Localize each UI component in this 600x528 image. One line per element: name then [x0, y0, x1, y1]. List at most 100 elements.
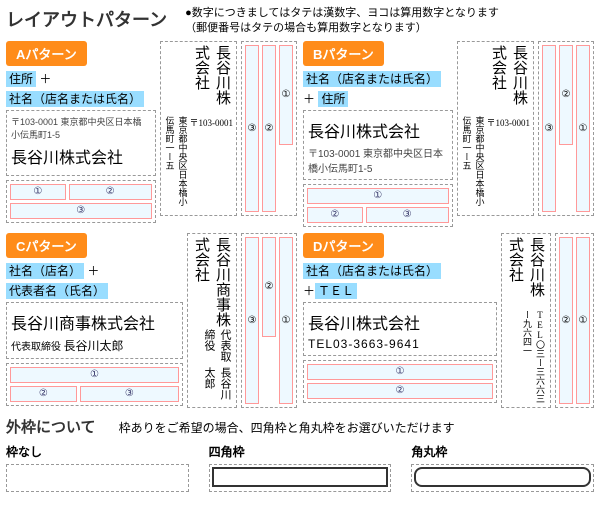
- stamp-rep: 代表取締役 長谷川太郎: [11, 337, 178, 354]
- pattern-a-label-2: 社名（店名または氏名）: [6, 90, 156, 107]
- frame-rounded-label: 角丸枠: [411, 443, 594, 460]
- frame-none: 枠なし: [6, 443, 189, 492]
- frame-section: 外枠について 枠ありをご希望の場合、四角枠と角丸枠をお選びいただけます 枠なし …: [6, 416, 594, 492]
- zone-1: ①: [576, 237, 590, 404]
- stamp-v-addr: 東京都中央区日本橋小伝馬町一ー五: [462, 116, 485, 206]
- zone-2: ②: [307, 383, 493, 399]
- pattern-b-tag: Bパターン: [303, 41, 384, 66]
- zones-vertical: ③ ② ①: [241, 233, 297, 408]
- frame-rounded: 角丸枠: [411, 443, 594, 492]
- zone-2: ②: [10, 386, 77, 402]
- zone-3: ③: [542, 45, 556, 212]
- note-line-1: ●数字につきましてはタテは漢数字、ヨコは算用数字となります: [185, 6, 499, 21]
- stamp-v-rep-title: 代表取締役: [191, 329, 233, 366]
- zones-vertical: ③ ② ①: [538, 41, 594, 216]
- zones-vertical: ② ①: [555, 233, 594, 408]
- stamp-company: 長谷川株式会社: [308, 310, 492, 334]
- label-highlight: 社名（店名）: [6, 263, 84, 279]
- label-highlight: 代表者名（氏名）: [6, 283, 108, 299]
- stamp-horizontal: 長谷川株式会社 TEL03-3663-9641: [303, 302, 497, 356]
- stamp-vertical: 長谷川株式会社 〒103-0001 東京都中央区日本橋小伝馬町一ー五: [457, 41, 535, 216]
- zone-3: ③: [245, 45, 259, 212]
- zone-1: ①: [279, 237, 293, 404]
- note-line-2: （郵便番号はタテの場合も算用数字となります）: [185, 21, 499, 36]
- stamp-horizontal: 長谷川商事株式会社 代表取締役 長谷川太郎: [6, 302, 183, 359]
- zone-2: ②: [307, 207, 363, 223]
- frame-square-label: 四角枠: [209, 443, 392, 460]
- pattern-b-label-1: 社名（店名または氏名）: [303, 70, 453, 87]
- stamp-tel: TEL03-3663-9641: [308, 337, 492, 351]
- label-highlight: 住所: [6, 71, 36, 87]
- stamp-v-company: 長谷川株式会社: [164, 45, 234, 115]
- stamp-v-rep-name: 長谷川太郎: [191, 367, 233, 404]
- zones-horizontal: ① ② ③: [6, 363, 183, 406]
- stamp-v-company: 長谷川商事株式会社: [191, 237, 233, 328]
- zone-2: ②: [69, 184, 152, 200]
- pattern-c-label-1: 社名（店名） ＋: [6, 262, 183, 279]
- frame-square: 四角枠: [209, 443, 392, 492]
- pattern-c-label-2: 代表者名（氏名）: [6, 282, 183, 299]
- pattern-c-tag: Cパターン: [6, 233, 87, 258]
- label-highlight: 社名（店名または氏名）: [303, 71, 441, 87]
- label-highlight: 住所: [318, 91, 348, 107]
- rep-name: 長谷川太郎: [64, 339, 124, 353]
- header-note: ●数字につきましてはタテは漢数字、ヨコは算用数字となります （郵便番号はタテの場…: [185, 6, 499, 37]
- zone-3: ③: [80, 386, 179, 402]
- zone-3: ③: [245, 237, 259, 404]
- pattern-c: Cパターン 社名（店名） ＋ 代表者名（氏名） 長谷川商事株式会社 代表取締役 …: [6, 233, 297, 408]
- rep-title: 代表取締役: [11, 342, 64, 353]
- zone-2: ②: [559, 237, 573, 404]
- pattern-d: Dパターン 社名（店名または氏名） ＋ＴＥＬ 長谷川株式会社 TEL03-366…: [303, 233, 594, 408]
- frame-rounded-inner: [414, 467, 591, 487]
- pattern-d-label-2: ＋ＴＥＬ: [303, 282, 497, 299]
- stamp-vertical: 長谷川株式会社 〒103-0001 東京都中央区日本橋小伝馬町一ー五: [160, 41, 238, 216]
- frame-note: 枠ありをご希望の場合、四角枠と角丸枠をお選びいただけます: [119, 421, 455, 435]
- pattern-b-label-2: ＋ 住所: [303, 90, 453, 107]
- stamp-vertical: 長谷川株式会社 TEL〇三ー三六六三ー九六四一: [501, 233, 551, 408]
- stamp-v-company: 長谷川株式会社: [461, 45, 531, 115]
- pattern-a-tag: Aパターン: [6, 41, 87, 66]
- stamp-company: 長谷川株式会社: [308, 118, 448, 142]
- frame-title: 外枠について: [6, 419, 96, 436]
- zone-3: ③: [10, 203, 152, 219]
- label-plus: ＋: [36, 72, 51, 86]
- header: レイアウトパターン ●数字につきましてはタテは漢数字、ヨコは算用数字となります …: [6, 6, 594, 37]
- stamp-company: 長谷川商事株式会社: [11, 310, 178, 334]
- stamp-v-tel: TEL〇三ー三六六三ー九六四一: [505, 310, 547, 404]
- pattern-a: Aパターン 住所 ＋ 社名（店名または氏名） 〒103-0001 東京都中央区日…: [6, 41, 297, 227]
- frame-none-label: 枠なし: [6, 443, 189, 460]
- label-highlight: ＴＥＬ: [315, 283, 357, 299]
- pattern-d-tag: Dパターン: [303, 233, 384, 258]
- label-highlight: 社名（店名または氏名）: [303, 263, 441, 279]
- patterns-grid: Aパターン 住所 ＋ 社名（店名または氏名） 〒103-0001 東京都中央区日…: [6, 41, 594, 408]
- zone-1: ①: [307, 364, 493, 380]
- zones-horizontal: ① ② ③: [303, 184, 453, 227]
- pattern-a-label-1: 住所 ＋: [6, 70, 156, 87]
- zone-1: ①: [10, 367, 179, 383]
- stamp-v-company: 長谷川株式会社: [505, 237, 547, 309]
- frame-rounded-outer: [411, 464, 594, 492]
- page-title: レイアウトパターン: [6, 6, 167, 32]
- frame-square-inner: [212, 467, 389, 487]
- zone-1: ①: [10, 184, 66, 200]
- stamp-addr: 〒103-0001 東京都中央区日本橋小伝馬町1-5: [308, 145, 448, 175]
- zone-1: ①: [279, 45, 293, 145]
- label-plus: ＋: [303, 92, 318, 106]
- zone-2: ②: [262, 237, 276, 337]
- pattern-d-label-1: 社名（店名または氏名）: [303, 262, 497, 279]
- stamp-company: 長谷川株式会社: [11, 144, 151, 168]
- label-highlight: 社名（店名または氏名）: [6, 91, 144, 107]
- stamp-v-postal: 〒103-0001: [487, 116, 531, 129]
- stamp-vertical: 長谷川商事株式会社 代表取締役 長谷川太郎: [187, 233, 237, 408]
- zones-vertical: ③ ② ①: [241, 41, 297, 216]
- stamp-horizontal: 長谷川株式会社 〒103-0001 東京都中央区日本橋小伝馬町1-5: [303, 110, 453, 180]
- stamp-v-postal: 〒103-0001: [190, 116, 234, 129]
- zones-horizontal: ① ② ③: [6, 180, 156, 223]
- frame-none-box: [6, 464, 189, 492]
- zones-horizontal: ① ②: [303, 360, 497, 403]
- frame-square-outer: [209, 464, 392, 492]
- zone-2: ②: [559, 45, 573, 145]
- zone-1: ①: [576, 45, 590, 212]
- stamp-v-addr: 東京都中央区日本橋小伝馬町一ー五: [165, 116, 188, 206]
- stamp-horizontal: 〒103-0001 東京都中央区日本橋小伝馬町1-5 長谷川株式会社: [6, 110, 156, 176]
